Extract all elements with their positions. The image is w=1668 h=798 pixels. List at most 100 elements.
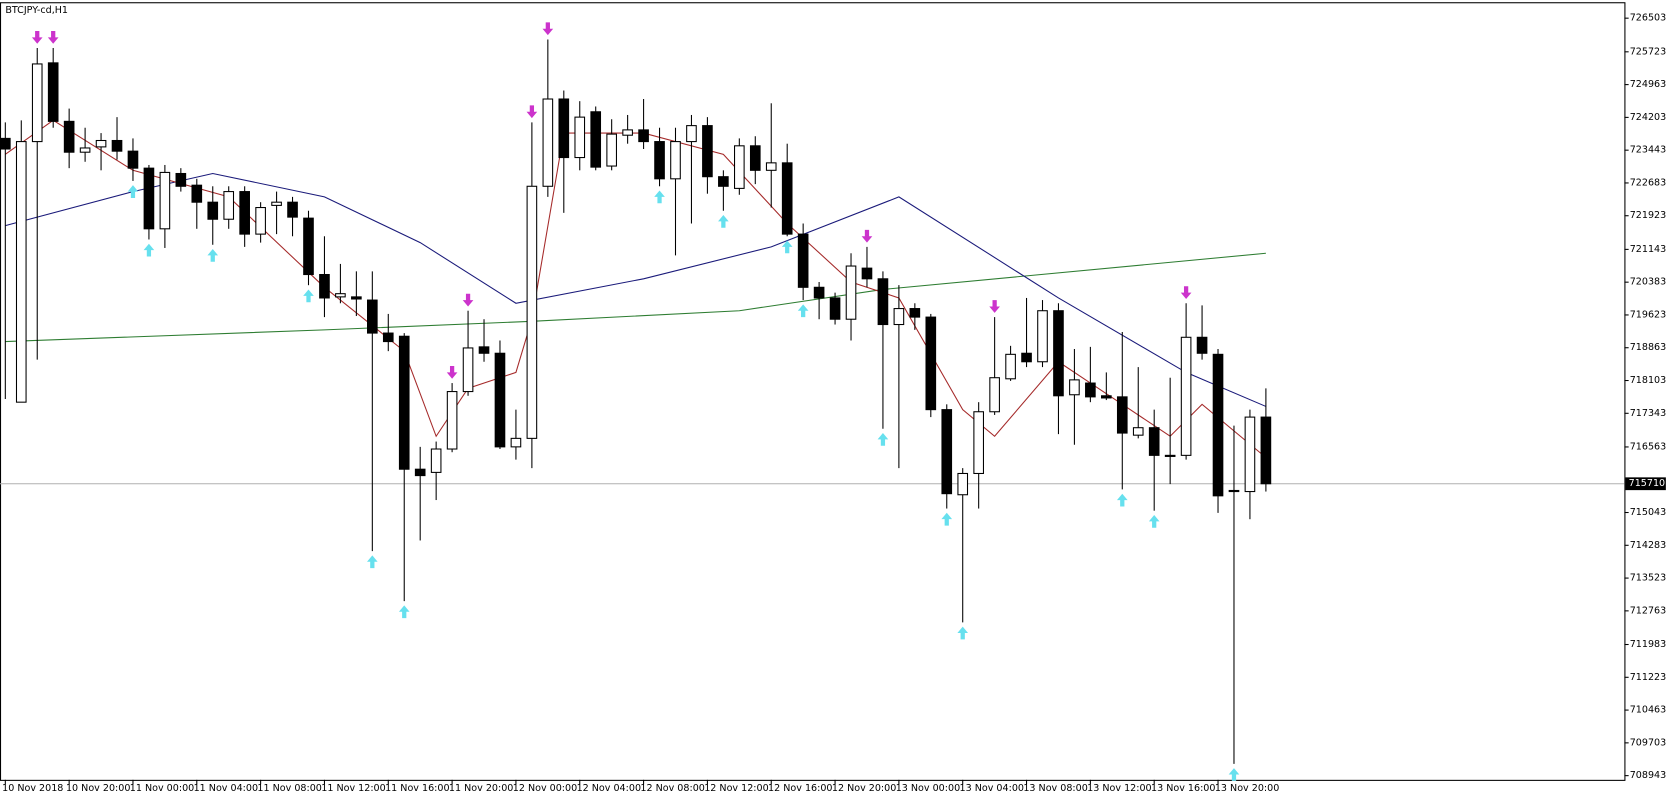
candle-body — [973, 411, 984, 475]
candle-body — [781, 162, 793, 235]
buy-signal-arrow — [654, 190, 665, 204]
candle-body — [526, 185, 538, 439]
y-tick-label: 724963 — [1630, 79, 1667, 90]
y-tick-label: 722683 — [1630, 177, 1667, 188]
candle-body — [734, 145, 745, 189]
y-tick-label: 711983 — [1630, 639, 1667, 650]
chart-title: BTCJPY-cd,H1 — [5, 5, 68, 16]
x-tick-label: 13 Nov 04:00 — [960, 783, 1024, 794]
x-tick-label: 10 Nov 20:00 — [66, 783, 130, 794]
candle-body — [127, 150, 139, 169]
moving-average-line — [5, 252, 1266, 343]
candle-body — [255, 207, 266, 235]
candle-body — [223, 191, 235, 220]
x-tick-label: 13 Nov 12:00 — [1087, 783, 1151, 794]
candle-body — [765, 162, 777, 171]
candle-body — [446, 391, 458, 450]
candle-body — [303, 217, 314, 276]
candle-body — [111, 139, 123, 152]
x-tick-label: 12 Nov 08:00 — [640, 783, 704, 794]
candle-body — [877, 278, 889, 326]
candle-body — [494, 352, 506, 448]
buy-signal-arrow — [127, 185, 139, 198]
y-tick-label: 718863 — [1630, 342, 1667, 353]
x-tick-label: 12 Nov 04:00 — [577, 783, 641, 794]
x-tick-label: 12 Nov 16:00 — [768, 783, 832, 794]
candle-body — [239, 191, 250, 235]
candle-body — [175, 172, 187, 187]
sell-signal-arrow — [542, 22, 554, 36]
candle-body — [893, 308, 905, 326]
y-tick-label: 715043 — [1630, 507, 1667, 518]
candle-body — [845, 265, 857, 320]
x-tick-label: 12 Nov 12:00 — [704, 783, 768, 794]
candle-body — [989, 377, 1000, 413]
candle-body — [1212, 353, 1224, 497]
candle-body — [861, 267, 873, 280]
y-tick-label: 713523 — [1630, 573, 1667, 584]
candle-body — [1260, 416, 1272, 485]
candle-body — [478, 346, 490, 354]
x-tick-label: 11 Nov 00:00 — [130, 783, 194, 794]
candle-body — [813, 286, 825, 299]
x-tick-label: 10 Nov 2018 — [2, 783, 63, 794]
candle-body — [638, 129, 649, 143]
candle-body — [367, 299, 378, 334]
candle-body — [159, 171, 171, 230]
candle-body — [15, 141, 27, 403]
x-tick-label: 13 Nov 16:00 — [1151, 783, 1215, 794]
candle-body — [718, 176, 729, 187]
candle-body — [558, 98, 570, 159]
candle-body — [79, 147, 91, 153]
candle-body — [319, 273, 330, 299]
candle-body — [606, 133, 617, 167]
candle-body — [1132, 427, 1144, 436]
candle-body — [1021, 352, 1032, 363]
candle-body — [414, 468, 426, 477]
candle-body — [462, 347, 474, 393]
candle-body — [1116, 396, 1128, 434]
sell-signal-arrow — [462, 293, 474, 307]
buy-signal-arrow — [143, 243, 155, 257]
sell-signal-arrow — [47, 30, 59, 44]
candle-body — [654, 141, 665, 180]
candle-body — [1228, 489, 1240, 493]
x-tick-label: 11 Nov 08:00 — [257, 783, 321, 794]
candle-body — [95, 139, 107, 148]
candle-body — [1244, 416, 1256, 493]
x-tick-label: 12 Nov 20:00 — [832, 783, 896, 794]
candle-body — [271, 201, 282, 206]
candle-body — [957, 472, 969, 496]
x-tick-label: 11 Nov 16:00 — [385, 783, 449, 794]
x-tick-label: 12 Nov 00:00 — [513, 783, 577, 794]
candle-body — [1069, 379, 1080, 396]
y-tick-label: 717343 — [1630, 408, 1667, 419]
y-tick-label: 712763 — [1630, 605, 1667, 616]
candle-body — [1180, 336, 1192, 456]
candle-body — [143, 167, 155, 230]
y-tick-label: 721143 — [1630, 244, 1667, 255]
buy-signal-arrow — [1228, 768, 1240, 781]
y-tick-label: 716563 — [1630, 441, 1667, 452]
x-tick-label: 11 Nov 12:00 — [321, 783, 385, 794]
candle-body — [335, 293, 346, 298]
candle-body — [382, 332, 394, 343]
y-tick-label: 724203 — [1630, 112, 1667, 123]
candle-body — [574, 116, 586, 159]
candle-body — [1005, 353, 1016, 380]
candle-body — [941, 409, 953, 495]
buy-signal-arrow — [718, 214, 729, 228]
x-tick-label: 13 Nov 00:00 — [896, 783, 960, 794]
y-tick-label: 725723 — [1630, 46, 1667, 57]
y-tick-label: 714283 — [1630, 540, 1667, 551]
buy-signal-arrow — [1148, 514, 1160, 528]
candle-body — [510, 437, 522, 448]
current-price-box — [1625, 477, 1666, 491]
y-tick-label: 708943 — [1630, 770, 1667, 781]
candle-body — [622, 129, 633, 136]
candle-body — [351, 296, 362, 300]
candle-body — [47, 62, 59, 122]
candle-body — [398, 335, 410, 470]
candle-body — [1148, 427, 1160, 456]
